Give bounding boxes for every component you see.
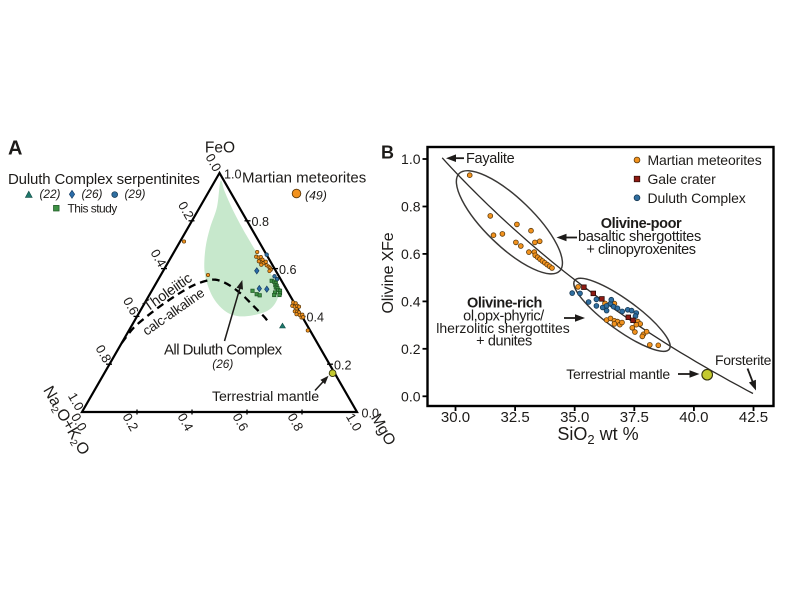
svg-text:0.4: 0.4	[401, 293, 421, 309]
svg-text:SiO2 wt %: SiO2 wt %	[557, 424, 638, 447]
svg-text:(26): (26)	[82, 187, 103, 201]
svg-text:1.0: 1.0	[224, 167, 242, 181]
svg-text:0.6: 0.6	[279, 263, 297, 277]
svg-text:1.0: 1.0	[401, 151, 421, 167]
svg-text:Gale crater: Gale crater	[648, 171, 717, 187]
svg-text:Terrestrial mantle: Terrestrial mantle	[212, 389, 319, 405]
svg-text:32.5: 32.5	[500, 409, 529, 426]
svg-text:0.2: 0.2	[401, 341, 421, 357]
svg-text:This study: This study	[68, 202, 118, 216]
svg-text:40.0: 40.0	[679, 409, 708, 426]
svg-text:(22): (22)	[40, 187, 61, 201]
svg-text:0.8: 0.8	[401, 199, 421, 215]
svg-text:35.0: 35.0	[560, 409, 589, 426]
svg-text:0.4: 0.4	[307, 311, 325, 325]
svg-text:42.5: 42.5	[739, 409, 768, 426]
svg-text:ol,opx-phyric/: ol,opx-phyric/	[463, 309, 545, 325]
svg-text:Martian meteorites: Martian meteorites	[648, 152, 762, 168]
svg-text:0.6: 0.6	[401, 246, 421, 262]
svg-text:Duluth Complex: Duluth Complex	[648, 190, 746, 206]
svg-text:B: B	[381, 143, 394, 163]
svg-text:Forsterite: Forsterite	[715, 352, 772, 368]
svg-text:0.2: 0.2	[334, 359, 352, 373]
svg-text:+ dunites: + dunites	[476, 334, 532, 350]
svg-text:+ clinopyroxenites: + clinopyroxenites	[586, 242, 695, 258]
svg-text:Olivine XFe: Olivine XFe	[380, 232, 397, 313]
svg-text:Fayalite: Fayalite	[466, 151, 515, 167]
svg-text:Duluth Complex serpentinites: Duluth Complex serpentinites	[8, 171, 200, 188]
svg-text:All Duluth Complex: All Duluth Complex	[164, 342, 283, 359]
svg-text:(29): (29)	[125, 187, 146, 201]
svg-text:(49): (49)	[305, 189, 327, 203]
svg-text:37.5: 37.5	[620, 409, 649, 426]
svg-text:Terrestrial mantle: Terrestrial mantle	[566, 366, 670, 382]
svg-text:A: A	[8, 138, 22, 160]
svg-text:0.0: 0.0	[401, 388, 421, 404]
svg-text:FeO: FeO	[205, 140, 235, 157]
svg-text:basaltic shergottites: basaltic shergottites	[578, 229, 701, 245]
svg-text:lherzolitic shergottites: lherzolitic shergottites	[436, 320, 569, 336]
svg-text:0.0: 0.0	[362, 406, 380, 420]
svg-text:0.8: 0.8	[252, 215, 270, 229]
svg-text:30.0: 30.0	[441, 409, 470, 426]
svg-text:Olivine-poor: Olivine-poor	[601, 216, 682, 232]
svg-text:(26): (26)	[212, 357, 233, 371]
svg-text:Martian meteorites: Martian meteorites	[242, 170, 366, 187]
svg-text:Olivine-rich: Olivine-rich	[467, 296, 542, 312]
